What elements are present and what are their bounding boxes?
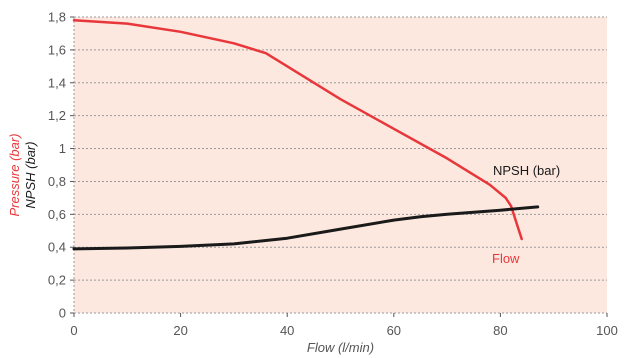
plot-area bbox=[74, 17, 607, 313]
y-tick-label: 1,8 bbox=[48, 10, 66, 25]
y-tick-label: 0 bbox=[59, 306, 66, 321]
x-tick-label: 80 bbox=[493, 323, 507, 338]
npsh-series-line bbox=[72, 205, 540, 251]
y-tick-label: 0,2 bbox=[48, 273, 66, 288]
y-axis-ticks: 0 0,2 0,4 0,6 0,8 1 1,2 1,4 1,6 1,8 bbox=[48, 10, 74, 321]
x-tick-label: 40 bbox=[280, 323, 294, 338]
y-tick-label: 0,8 bbox=[48, 174, 66, 189]
x-axis-title: Flow (l/min) bbox=[307, 340, 374, 355]
series-lines bbox=[72, 19, 540, 251]
y-axis-title-npsh: NPSH (bar) bbox=[23, 141, 38, 208]
grid-lines bbox=[74, 16, 607, 281]
y-tick-label: 1 bbox=[59, 141, 66, 156]
flow-series-label: Flow bbox=[492, 251, 520, 266]
y-tick-label: 1,4 bbox=[48, 75, 66, 90]
flow-series-line bbox=[72, 19, 523, 241]
x-tick-label: 60 bbox=[387, 323, 401, 338]
x-tick-label: 20 bbox=[173, 323, 187, 338]
axes bbox=[73, 17, 607, 314]
x-tick-label: 0 bbox=[70, 323, 77, 338]
x-axis-ticks: 0 20 40 60 80 100 bbox=[70, 313, 618, 338]
y-tick-label: 1,6 bbox=[48, 42, 66, 57]
npsh-series-label: NPSH (bar) bbox=[493, 163, 560, 178]
y-tick-label: 0,6 bbox=[48, 207, 66, 222]
y-tick-label: 1,2 bbox=[48, 108, 66, 123]
y-tick-label: 0,4 bbox=[48, 240, 66, 255]
y-axis-title-pressure: Pressure (bar) bbox=[7, 133, 22, 216]
x-tick-label: 100 bbox=[596, 323, 618, 338]
